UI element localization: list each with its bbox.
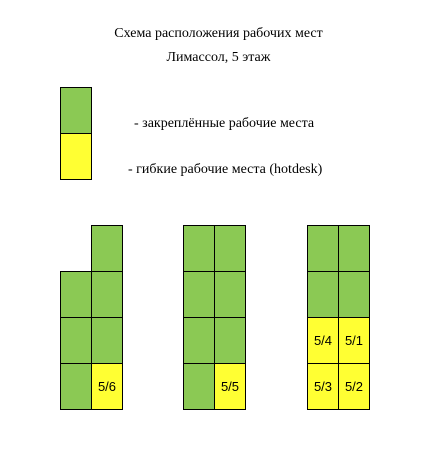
fixed-desk xyxy=(307,271,339,318)
fixed-desk xyxy=(60,363,92,410)
fixed-desk xyxy=(183,317,215,364)
hotdesk-5-2: 5/2 xyxy=(338,363,370,410)
legend-fixed-label: - закреплённые рабочие места xyxy=(134,116,315,131)
hotdesk-5-3: 5/3 xyxy=(307,363,339,410)
hotdesk-5-6: 5/6 xyxy=(91,363,123,410)
hotdesk-5-5: 5/5 xyxy=(214,363,246,410)
fixed-desk xyxy=(338,271,370,318)
diagram-title: Схема расположения рабочих мест xyxy=(114,26,323,41)
fixed-desk xyxy=(91,225,123,272)
fixed-desk xyxy=(91,317,123,364)
hotdesk-5-4: 5/4 xyxy=(307,317,339,364)
fixed-desk xyxy=(307,225,339,272)
fixed-desk xyxy=(214,225,246,272)
fixed-desk xyxy=(91,271,123,318)
fixed-desk xyxy=(183,363,215,410)
hotdesk-5-1: 5/1 xyxy=(338,317,370,364)
diagram-subtitle: Лимассол, 5 этаж xyxy=(166,50,271,65)
legend-fixed-swatch xyxy=(60,87,92,134)
fixed-desk xyxy=(183,271,215,318)
fixed-desk xyxy=(183,225,215,272)
fixed-desk xyxy=(338,225,370,272)
fixed-desk xyxy=(214,271,246,318)
fixed-desk xyxy=(60,317,92,364)
fixed-desk xyxy=(60,271,92,318)
fixed-desk xyxy=(214,317,246,364)
legend-flexible-swatch xyxy=(60,133,92,180)
legend-flexible-label: - гибкие рабочие места (hotdesk) xyxy=(128,162,323,177)
